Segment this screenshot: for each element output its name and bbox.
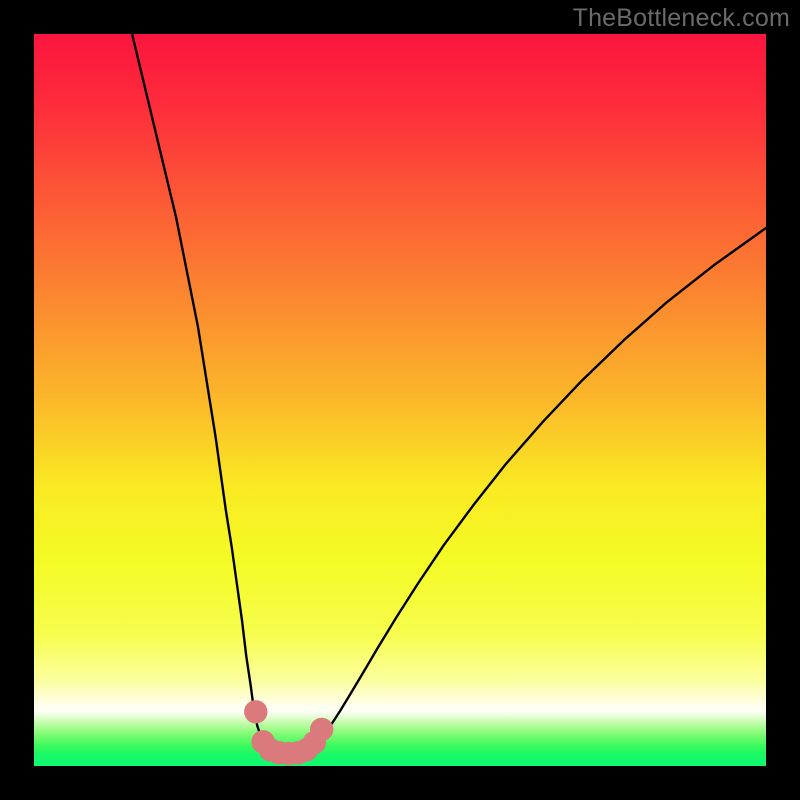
marker-point: [244, 700, 267, 723]
watermark-text: TheBottleneck.com: [573, 4, 790, 33]
marker-point: [310, 718, 333, 741]
chart-frame: TheBottleneck.com: [0, 0, 800, 800]
chart-svg: [0, 0, 800, 800]
plot-background-gradient: [34, 34, 766, 766]
